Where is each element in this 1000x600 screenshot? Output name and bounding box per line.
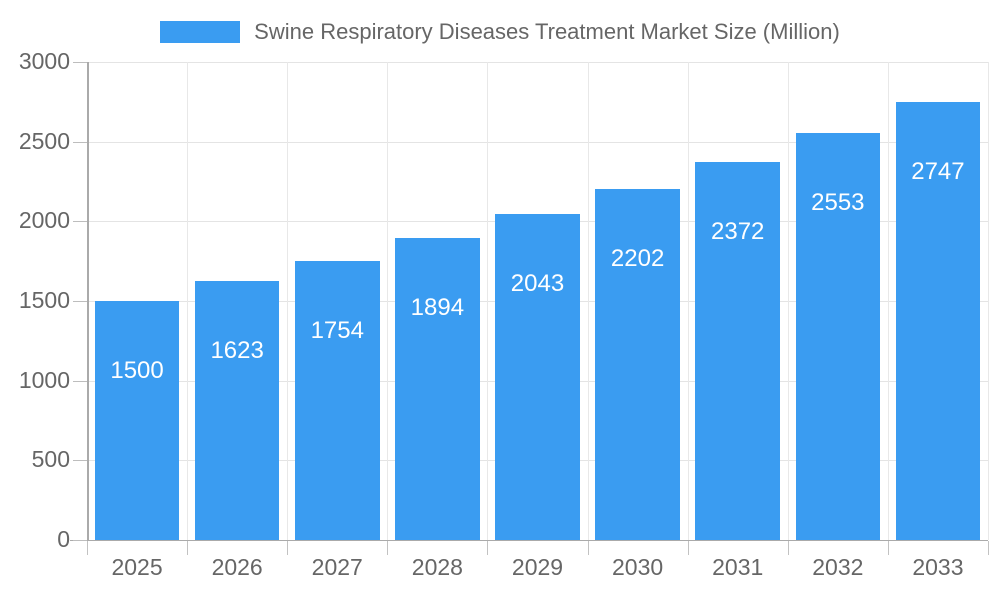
legend-label: Swine Respiratory Diseases Treatment Mar… (254, 19, 840, 44)
bar-value-label: 1623 (210, 337, 264, 365)
bar[interactable]: 1894 (395, 238, 480, 540)
x-axis-tick-mark (387, 541, 388, 555)
gridline-vertical (287, 62, 288, 540)
y-axis-tick-mark (73, 62, 87, 63)
x-axis-tick-mark (688, 541, 689, 555)
x-axis-tick-mark (287, 541, 288, 555)
x-axis-tick-mark (888, 541, 889, 555)
y-axis-tick-label: 2500 (18, 127, 70, 154)
y-axis-tick-label: 0 (57, 526, 70, 552)
gridline-vertical (988, 62, 989, 540)
x-axis-tick-label: 2032 (812, 554, 864, 580)
bar[interactable]: 1623 (194, 281, 280, 540)
plot-area: 1500 1623 1754 1894 2043 2202 2372 2553 2747 (87, 62, 989, 541)
y-axis-tick-mark (73, 380, 87, 382)
x-axis-tick-label: 2028 (411, 554, 463, 580)
x-axis-tick-mark (988, 541, 989, 555)
x-axis-tick-label: 2030 (612, 554, 664, 580)
bar[interactable]: 2202 (595, 189, 680, 540)
x-axis-tick-label: 2031 (712, 554, 764, 580)
x-axis-tick-label: 2029 (511, 554, 564, 580)
x-axis-tick-mark (487, 541, 488, 555)
y-axis-tick-label: 1500 (18, 287, 70, 313)
x-axis-tick-label: 2025 (111, 554, 163, 580)
y-axis-tick-mark (73, 221, 87, 223)
x-axis-tick-label: 2033 (912, 554, 964, 580)
y-axis-tick-label: 2000 (18, 207, 70, 234)
bar[interactable]: 2747 (895, 102, 981, 540)
y-axis-tick-mark (73, 540, 87, 541)
bar-value-label: 1500 (110, 357, 164, 384)
bar-value-label: 2372 (711, 218, 765, 246)
gridline-horizontal (87, 141, 988, 143)
bar[interactable]: 1500 (94, 301, 180, 540)
bar-value-label: 2202 (610, 245, 665, 273)
x-axis-tick-mark (588, 541, 589, 555)
gridline-vertical (588, 62, 589, 540)
x-axis-tick-mark (187, 541, 188, 555)
bar-value-label: 2747 (911, 158, 965, 186)
gridline-vertical (187, 62, 188, 540)
chart-legend: Swine Respiratory Diseases Treatment Mar… (0, 14, 1000, 50)
x-axis-tick-label: 2027 (311, 554, 363, 580)
bar-value-label: 1754 (310, 316, 364, 344)
y-axis-tick-label: 1000 (18, 366, 70, 393)
bar[interactable]: 1754 (294, 260, 380, 540)
x-axis-tick-mark (788, 541, 789, 555)
gridline-vertical (788, 62, 789, 540)
bar-value-label: 2043 (510, 270, 565, 298)
gridline-vertical (888, 62, 889, 540)
y-axis-tick-mark (73, 141, 87, 143)
bar-value-label: 1894 (410, 294, 465, 322)
gridline-vertical (487, 62, 488, 540)
x-axis-line (70, 540, 988, 541)
y-axis-tick-mark (73, 460, 87, 462)
gridline-vertical (387, 62, 388, 540)
bar[interactable]: 2043 (495, 214, 580, 540)
bar[interactable]: 2372 (695, 162, 781, 540)
y-axis-tick-label: 500 (31, 446, 70, 473)
gridline-vertical (688, 62, 689, 540)
y-axis-tick-mark (73, 301, 87, 302)
bar[interactable]: 2553 (795, 133, 881, 540)
y-axis-tick-label: 3000 (18, 48, 70, 74)
y-axis-line (87, 62, 89, 541)
x-axis-tick-label: 2026 (211, 554, 263, 580)
bar-value-label: 2553 (811, 189, 865, 217)
legend-color-swatch (160, 21, 241, 43)
gridline-horizontal (87, 62, 988, 63)
x-axis-tick-mark (87, 541, 88, 555)
